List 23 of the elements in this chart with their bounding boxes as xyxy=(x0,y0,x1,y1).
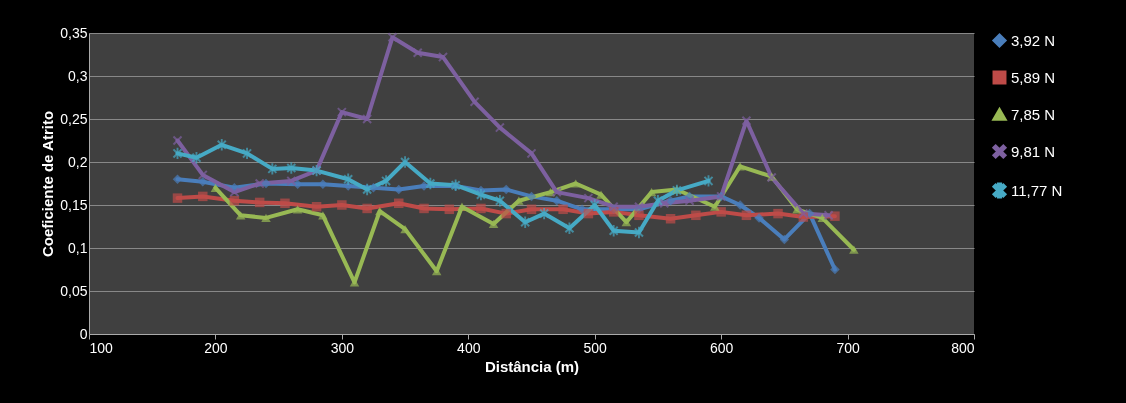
y-tick-label: 0,15 xyxy=(60,196,88,213)
x-tick-label: 200 xyxy=(204,339,228,356)
x-tick-label: 400 xyxy=(457,339,481,356)
x-tick-label: 500 xyxy=(583,339,608,356)
y-tick-label: 0,3 xyxy=(68,67,88,84)
y-tick-label: 0,1 xyxy=(68,239,88,256)
y-axis-title: Coeficiente de Atrito xyxy=(39,110,57,258)
x-tick-label: 300 xyxy=(330,339,355,356)
x-tick-label: 600 xyxy=(709,339,734,356)
legend-label: 3,92 N xyxy=(1011,31,1056,49)
legend-label: 9,81 N xyxy=(1011,142,1056,160)
y-tick-label: 0,05 xyxy=(60,282,88,299)
y-tick-label: 0 xyxy=(79,325,88,342)
x-tick-label: 700 xyxy=(836,339,860,356)
y-tick-label: 0,2 xyxy=(68,153,88,170)
x-tick-label: 100 xyxy=(89,339,114,356)
x-axis-title: Distância (m) xyxy=(484,357,580,375)
x-tick-label: 800 xyxy=(951,339,975,356)
legend-label: 7,85 N xyxy=(1011,105,1056,123)
legend-label: 11,77 N xyxy=(1011,181,1063,199)
y-tick-label: 0,25 xyxy=(60,110,88,127)
legend-label: 5,89 N xyxy=(1011,68,1056,86)
y-tick-label: 0,35 xyxy=(60,24,88,41)
